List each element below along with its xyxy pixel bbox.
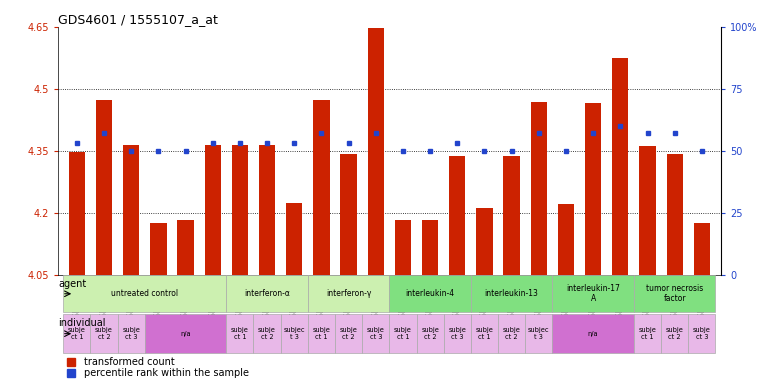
Bar bbox=[471, 314, 498, 354]
Text: subje
ct 2: subje ct 2 bbox=[665, 327, 684, 340]
Bar bbox=[259, 145, 275, 275]
Text: interleukin-17
A: interleukin-17 A bbox=[566, 284, 620, 303]
Bar bbox=[389, 314, 416, 354]
Bar bbox=[552, 275, 634, 312]
Bar bbox=[471, 275, 552, 312]
Bar bbox=[313, 100, 329, 275]
Bar bbox=[639, 146, 655, 275]
Bar bbox=[416, 314, 443, 354]
Bar bbox=[335, 314, 362, 354]
Bar bbox=[232, 145, 248, 275]
Text: subje
ct 3: subje ct 3 bbox=[449, 327, 466, 340]
Text: subje
ct 2: subje ct 2 bbox=[503, 327, 520, 340]
Text: subje
ct 3: subje ct 3 bbox=[367, 327, 385, 340]
Text: n/a: n/a bbox=[588, 331, 598, 337]
Text: GDS4601 / 1555107_a_at: GDS4601 / 1555107_a_at bbox=[58, 13, 217, 26]
Bar bbox=[118, 314, 145, 354]
Text: percentile rank within the sample: percentile rank within the sample bbox=[84, 368, 249, 378]
Bar bbox=[63, 275, 227, 312]
Bar bbox=[281, 314, 308, 354]
Text: subje
ct 2: subje ct 2 bbox=[421, 327, 439, 340]
Text: subje
ct 1: subje ct 1 bbox=[476, 327, 493, 340]
Bar bbox=[558, 204, 574, 275]
Bar bbox=[204, 145, 221, 275]
Bar bbox=[90, 314, 118, 354]
Text: tumor necrosis
factor: tumor necrosis factor bbox=[646, 284, 703, 303]
Bar bbox=[368, 28, 384, 275]
Bar bbox=[63, 314, 90, 354]
Text: agent: agent bbox=[59, 279, 86, 289]
Text: subje
ct 2: subje ct 2 bbox=[340, 327, 358, 340]
Bar bbox=[552, 314, 634, 354]
Text: subje
ct 3: subje ct 3 bbox=[693, 327, 711, 340]
Text: subjec
t 3: subjec t 3 bbox=[528, 327, 550, 340]
Bar bbox=[694, 223, 710, 275]
Bar bbox=[667, 154, 683, 275]
Text: subje
ct 1: subje ct 1 bbox=[68, 327, 86, 340]
Bar bbox=[689, 314, 715, 354]
Bar bbox=[227, 275, 308, 312]
Bar bbox=[150, 223, 167, 275]
Bar bbox=[525, 314, 552, 354]
Text: interleukin-4: interleukin-4 bbox=[406, 289, 455, 298]
Bar bbox=[634, 314, 661, 354]
Bar bbox=[177, 220, 194, 275]
Bar bbox=[422, 220, 438, 275]
Bar bbox=[286, 203, 302, 275]
Text: individual: individual bbox=[59, 318, 106, 328]
Bar bbox=[123, 145, 140, 275]
Text: subje
ct 2: subje ct 2 bbox=[258, 327, 276, 340]
Bar bbox=[634, 275, 715, 312]
Bar bbox=[530, 102, 547, 275]
Text: interferon-γ: interferon-γ bbox=[326, 289, 372, 298]
Bar bbox=[612, 58, 628, 275]
Text: interferon-α: interferon-α bbox=[244, 289, 290, 298]
Text: subje
ct 3: subje ct 3 bbox=[123, 327, 140, 340]
Bar bbox=[389, 275, 471, 312]
Bar bbox=[498, 314, 525, 354]
Bar bbox=[443, 314, 471, 354]
Bar bbox=[661, 314, 689, 354]
Bar bbox=[227, 314, 254, 354]
Bar bbox=[395, 220, 411, 275]
Bar bbox=[308, 314, 335, 354]
Bar bbox=[585, 103, 601, 275]
Text: interleukin-13: interleukin-13 bbox=[485, 289, 539, 298]
Bar bbox=[254, 314, 281, 354]
Bar bbox=[362, 314, 389, 354]
Text: subjec
t 3: subjec t 3 bbox=[284, 327, 305, 340]
Bar bbox=[449, 156, 466, 275]
Bar bbox=[503, 156, 520, 275]
Text: subje
ct 1: subje ct 1 bbox=[231, 327, 249, 340]
Bar bbox=[69, 152, 85, 275]
Bar bbox=[145, 314, 227, 354]
Text: transformed count: transformed count bbox=[84, 357, 175, 367]
Text: n/a: n/a bbox=[180, 331, 191, 337]
Bar bbox=[341, 154, 357, 275]
Bar bbox=[96, 99, 112, 275]
Text: subje
ct 1: subje ct 1 bbox=[638, 327, 656, 340]
Text: subje
ct 2: subje ct 2 bbox=[95, 327, 113, 340]
Bar bbox=[476, 208, 493, 275]
Text: untreated control: untreated control bbox=[111, 289, 178, 298]
Text: subje
ct 1: subje ct 1 bbox=[312, 327, 330, 340]
Text: subje
ct 1: subje ct 1 bbox=[394, 327, 412, 340]
Bar bbox=[308, 275, 389, 312]
